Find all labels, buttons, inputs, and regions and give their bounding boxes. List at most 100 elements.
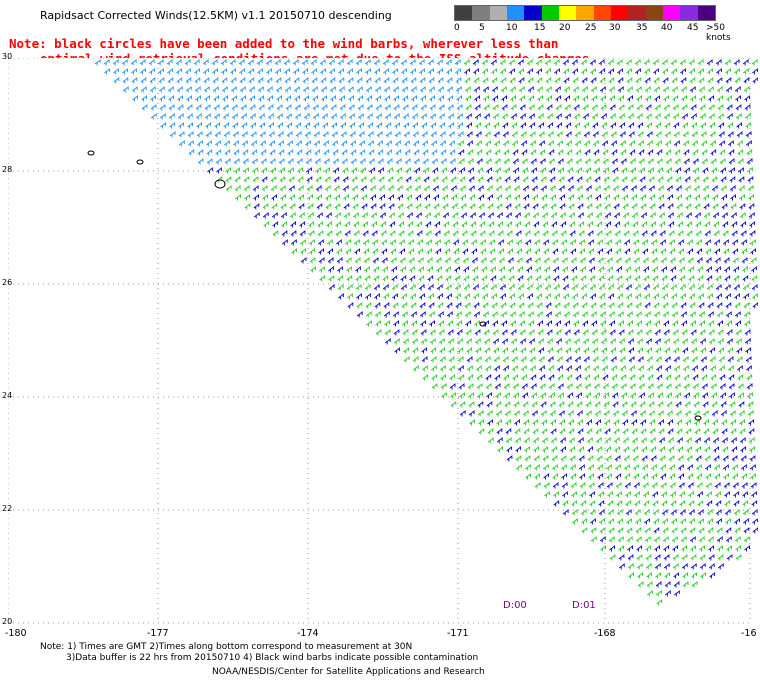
wind-barb [421,356,428,363]
wind-barb [365,77,372,84]
wind-barb [589,284,596,291]
wind-barb [674,365,680,372]
wind-barb [649,203,656,210]
wind-barb [654,563,661,570]
wind-barb [511,122,518,129]
wind-barb [621,185,628,192]
wind-barb [485,383,492,390]
wind-barb [723,239,729,246]
wind-barb [251,140,257,147]
wind-barb [338,68,344,75]
legend-label: 0 [454,23,460,33]
wind-barb [739,203,746,210]
wind-barb [474,104,481,111]
wind-barb [195,113,202,120]
wind-barb [652,266,658,273]
wind-barb [643,500,650,507]
wind-barb [539,365,545,372]
wind-barb [608,311,615,318]
wind-barb [595,419,601,426]
wind-barb [417,248,424,255]
wind-barb [590,302,597,309]
wind-barb [508,284,515,291]
wind-barb [285,104,292,111]
wind-barb [408,248,415,255]
wind-barb [238,59,245,66]
wind-barb [351,167,357,174]
wind-barb [710,149,717,156]
wind-barb [621,176,628,183]
wind-barb [462,248,469,255]
wind-barb [536,86,543,93]
wind-barb [462,257,469,264]
wind-barb [495,410,502,417]
legend-color-bar [454,5,716,21]
wind-barb [311,68,317,75]
wind-barb [514,428,521,435]
wind-barb [224,158,231,165]
wind-barb [602,374,609,381]
wind-barb [741,482,748,489]
wind-barb [306,167,312,174]
wind-barb [454,275,461,282]
wind-barb [652,509,659,516]
wind-barb [678,257,685,264]
wind-barb [374,293,380,300]
wind-barb [715,275,722,282]
wind-barb [706,266,712,273]
wind-barb [411,338,418,345]
wind-barb [645,113,652,120]
wind-barb [358,122,365,129]
wind-barb [716,518,722,525]
wind-barb [314,158,321,165]
wind-barb [320,86,327,93]
wind-barb [420,338,427,345]
wind-barb [509,302,516,309]
wind-barb [663,104,670,111]
wind-barb [420,113,427,120]
wind-barb [627,113,634,120]
wind-barb [402,338,409,345]
wind-barb [476,158,483,165]
wind-barb [750,239,756,246]
wind-barb [431,158,438,165]
wind-barb [552,482,559,489]
wind-barb [376,122,383,129]
wind-barb [672,329,679,336]
wind-barb [671,518,677,525]
wind-barb [506,221,513,228]
wind-barb [539,149,546,156]
wind-barb [709,347,716,354]
wind-barb [204,95,210,102]
wind-barb [431,149,438,156]
wind-barb [329,68,335,75]
wind-barb [734,311,741,318]
wind-barb [458,158,465,165]
wind-barb [292,59,299,66]
wind-barb [372,257,379,264]
wind-barb [276,95,282,102]
wind-barb [693,185,700,192]
wind-barb [525,473,532,480]
wind-barb [197,140,203,147]
wind-barb [233,149,240,156]
legend-label: 45 [687,23,699,33]
wind-barb [464,293,470,300]
wind-barb [575,158,582,165]
wind-barb [361,212,368,219]
legend-swatch [558,6,577,20]
wind-barb [610,122,617,129]
wind-barb [426,248,433,255]
wind-barb [262,194,268,201]
wind-barb [411,95,417,102]
wind-barb [689,86,696,93]
wind-barb [373,59,380,66]
wind-barb [726,320,732,327]
wind-barb [582,320,588,327]
wind-barb [657,167,663,174]
wind-barb [341,149,348,156]
wind-barb [491,86,498,93]
wind-barb [726,95,732,102]
wind-barb [667,203,674,210]
wind-barb [685,203,692,210]
